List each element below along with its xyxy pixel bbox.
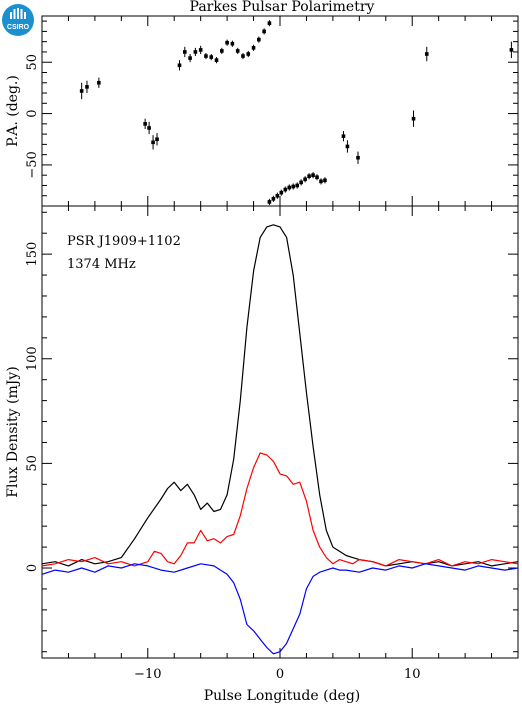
pa-point bbox=[204, 54, 208, 58]
flux-y-ticks: 0 50 100 150 bbox=[25, 211, 518, 653]
csiro-logo-text: CSIRO bbox=[7, 24, 30, 31]
pa-point bbox=[193, 50, 198, 54]
flux-y-tick-label: 50 bbox=[25, 455, 40, 472]
x-axis-label: Pulse Longitude (deg) bbox=[204, 688, 361, 704]
pa-point bbox=[235, 49, 240, 53]
pa-point bbox=[267, 200, 272, 204]
pa-point bbox=[214, 58, 219, 62]
pa-point bbox=[225, 40, 229, 45]
position-angle-panel: Parkes Pulsar Polarimetry −50 0 50 P.A. (d… bbox=[2, 0, 519, 207]
pa-y-tick-label: 0 bbox=[25, 109, 40, 117]
flux-density-panel: 0 50 100 150 −10 0 10 PSR J1909+1102 1374 MHz… bbox=[5, 205, 519, 704]
pa-point bbox=[291, 184, 296, 189]
total-intensity-line bbox=[41, 224, 519, 567]
pa-point bbox=[257, 37, 261, 42]
pa-data-points bbox=[79, 20, 514, 205]
pa-point bbox=[424, 52, 429, 56]
linear-polarization-line bbox=[41, 452, 519, 567]
pa-point bbox=[279, 190, 284, 195]
pa-point bbox=[230, 41, 235, 46]
pa-point bbox=[323, 178, 327, 183]
x-tick-label: 10 bbox=[404, 667, 421, 682]
pa-point bbox=[307, 174, 311, 179]
pa-point bbox=[147, 126, 151, 130]
chart-title: Parkes Pulsar Polarimetry bbox=[190, 0, 375, 15]
flux-y-axis-label: Flux Density (mJy) bbox=[5, 366, 21, 497]
pa-point bbox=[246, 52, 251, 56]
flux-x-ticks: −10 0 10 bbox=[41, 206, 519, 682]
position-angle-frame bbox=[41, 15, 519, 207]
pa-point bbox=[151, 140, 155, 145]
flux-series-lines bbox=[41, 224, 519, 655]
x-tick-label: −10 bbox=[134, 667, 161, 682]
pa-point bbox=[251, 46, 256, 50]
pa-point bbox=[299, 180, 303, 185]
pa-point bbox=[241, 54, 245, 58]
pa-point bbox=[271, 197, 276, 201]
pa-point bbox=[295, 183, 299, 188]
pa-point bbox=[315, 175, 319, 180]
pa-y-tick-label: −50 bbox=[25, 151, 40, 178]
pa-point bbox=[345, 144, 350, 149]
pa-point bbox=[303, 177, 307, 182]
pa-point bbox=[143, 122, 147, 126]
pulsar-name-annotation: PSR J1909+1102 bbox=[67, 234, 181, 249]
pa-point bbox=[188, 56, 192, 60]
pa-point bbox=[155, 137, 159, 142]
pa-point bbox=[267, 21, 272, 25]
pa-y-ticks: −50 0 50 bbox=[25, 20, 518, 197]
pa-point bbox=[183, 50, 187, 54]
x-tick-label: 0 bbox=[276, 667, 284, 682]
flux-y-tick-label: 150 bbox=[25, 242, 40, 267]
pa-point bbox=[85, 85, 89, 89]
pa-point bbox=[209, 55, 214, 59]
pa-point bbox=[275, 193, 280, 198]
pa-point bbox=[220, 49, 224, 53]
pa-point bbox=[341, 134, 346, 138]
pa-point bbox=[311, 173, 315, 177]
pa-y-tick-label: 50 bbox=[25, 54, 40, 71]
pa-point bbox=[79, 89, 84, 93]
pa-point bbox=[411, 116, 416, 121]
pa-point bbox=[509, 48, 514, 52]
flux-density-frame bbox=[41, 205, 519, 659]
pa-point bbox=[319, 179, 323, 184]
frequency-annotation: 1374 MHz bbox=[67, 257, 136, 272]
pa-point bbox=[287, 185, 292, 190]
circular-polarization-line bbox=[41, 563, 519, 655]
pa-point bbox=[97, 80, 101, 85]
pa-point bbox=[356, 155, 360, 160]
pa-x-ticks bbox=[41, 16, 519, 206]
flux-y-tick-label: 100 bbox=[25, 346, 40, 371]
pa-point bbox=[198, 48, 203, 52]
flux-y-tick-label: 0 bbox=[25, 564, 40, 572]
pa-point bbox=[262, 29, 266, 34]
pa-point bbox=[283, 187, 288, 192]
pa-point bbox=[177, 63, 182, 68]
pa-y-axis-label: P.A. (deg.) bbox=[5, 75, 21, 147]
csiro-logo: CSIRO bbox=[2, 4, 34, 36]
